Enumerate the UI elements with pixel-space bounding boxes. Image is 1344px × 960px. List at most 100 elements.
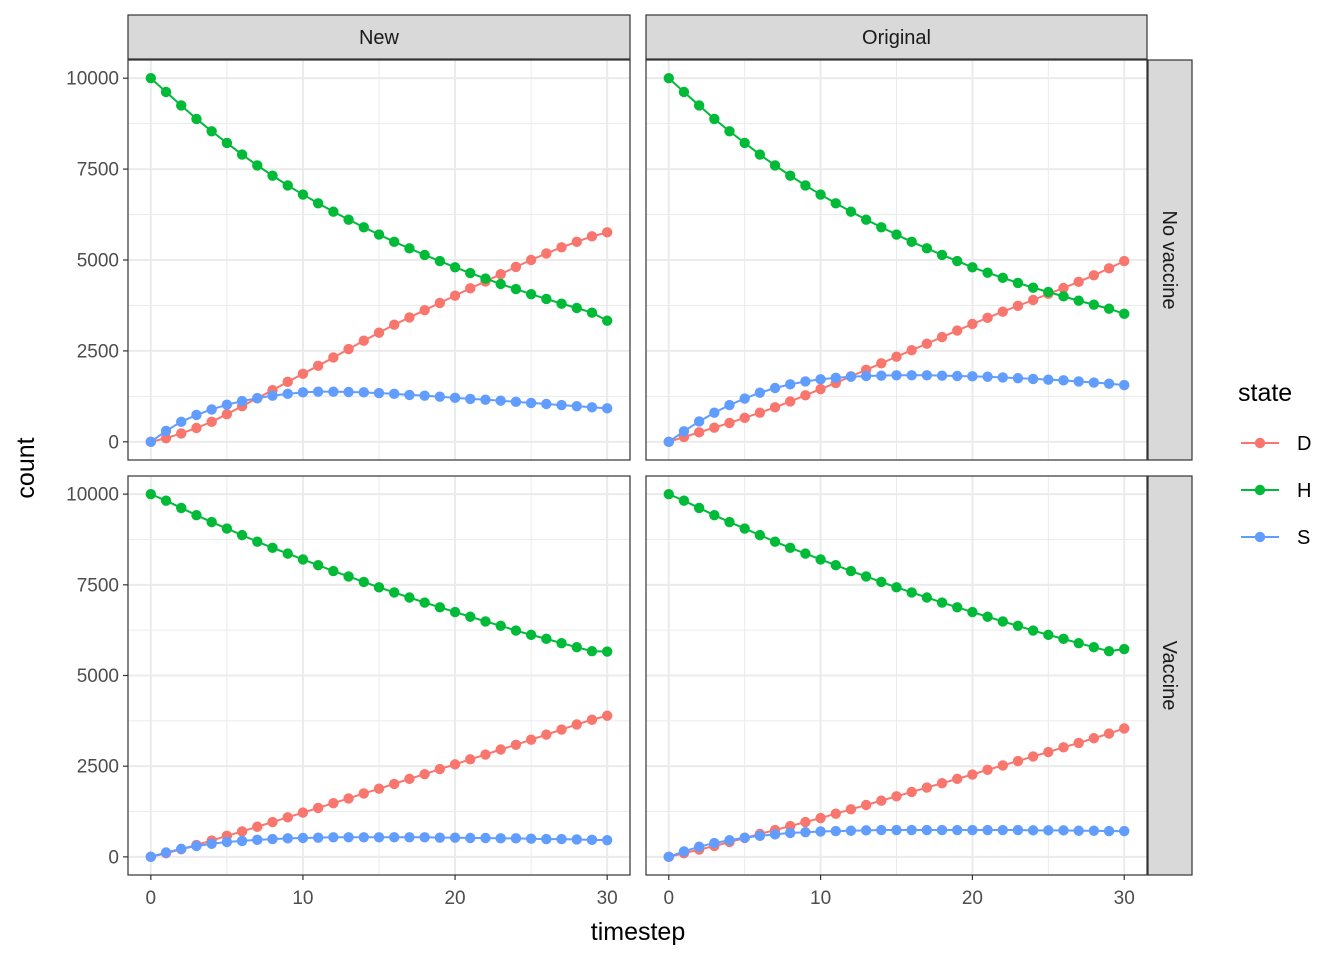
data-point-H [480, 273, 491, 284]
data-point-D [541, 248, 552, 259]
data-point-S [1119, 825, 1130, 837]
data-point-H [860, 571, 872, 582]
data-point-D [312, 802, 324, 814]
data-point-S [145, 851, 157, 863]
data-point-S [434, 391, 446, 402]
data-point-S [1119, 379, 1130, 391]
data-point-S [267, 833, 278, 845]
data-point-D [1103, 263, 1115, 274]
panel-new-no-vaccine [127, 59, 631, 461]
data-point-S [1027, 825, 1039, 836]
data-point-H [358, 222, 369, 233]
data-point-S [556, 833, 567, 845]
data-point-D [510, 739, 522, 750]
data-point-S [1043, 374, 1054, 385]
data-point-S [830, 372, 841, 384]
data-point-H [373, 229, 385, 240]
data-point-H [176, 100, 187, 111]
data-point-D [967, 769, 978, 780]
data-point-H [800, 180, 811, 191]
data-point-D [936, 778, 948, 789]
data-point-H [952, 255, 963, 267]
facet-column-label: Original [862, 27, 931, 49]
data-point-D [1073, 737, 1084, 749]
data-point-H [541, 293, 552, 305]
data-point-D [221, 408, 233, 420]
data-point-H [1119, 643, 1130, 655]
data-point-H [663, 72, 674, 84]
data-point-D [997, 306, 1008, 317]
data-point-S [724, 834, 735, 846]
data-point-D [525, 254, 537, 266]
data-point-D [297, 807, 309, 818]
data-point-S [571, 400, 582, 412]
data-point-H [800, 548, 811, 559]
data-point-S [191, 840, 202, 852]
data-point-S [160, 847, 172, 858]
data-point-H [1043, 286, 1054, 298]
data-point-H [678, 495, 690, 506]
data-point-H [571, 302, 582, 314]
data-point-S [343, 386, 354, 398]
data-point-S [921, 370, 933, 381]
data-point-D [906, 344, 917, 356]
data-point-D [465, 283, 476, 294]
data-point-D [586, 714, 598, 725]
data-point-H [754, 529, 766, 541]
data-point-S [860, 825, 872, 836]
data-point-H [404, 243, 415, 254]
legend-entry-D: D [1241, 433, 1311, 455]
data-point-D [860, 799, 872, 811]
data-point-H [769, 160, 781, 171]
data-point-H [678, 86, 690, 98]
data-point-S [465, 832, 476, 844]
data-point-D [601, 710, 613, 721]
data-point-D [358, 788, 369, 799]
data-point-S [693, 416, 705, 427]
data-point-H [876, 576, 887, 588]
panels-layer [127, 59, 1148, 876]
data-point-H [1103, 303, 1115, 314]
data-point-H [693, 100, 705, 111]
panel-original-no-vaccine [645, 59, 1148, 461]
data-point-H [267, 170, 278, 181]
data-point-D [525, 734, 537, 745]
legend-key-point [1254, 484, 1266, 496]
data-point-H [571, 642, 582, 653]
data-point-D [952, 773, 963, 785]
data-point-H [510, 625, 522, 636]
data-point-D [343, 343, 354, 355]
data-point-H [389, 236, 400, 248]
data-point-S [556, 399, 567, 411]
data-point-D [769, 402, 781, 413]
data-point-D [297, 368, 309, 380]
data-point-D [709, 422, 720, 433]
data-point-S [1012, 824, 1024, 836]
data-point-S [891, 370, 902, 381]
data-point-H [252, 536, 263, 547]
facet-strip-vaccine [1147, 475, 1193, 876]
data-point-S [373, 832, 385, 843]
data-point-H [556, 638, 567, 649]
data-point-H [982, 267, 993, 278]
data-point-D [571, 236, 582, 248]
data-point-H [891, 582, 902, 593]
x-axis-title: timestep [591, 918, 685, 946]
data-point-S [860, 370, 872, 382]
data-point-S [449, 392, 461, 404]
y-tick-label: 2500 [77, 341, 119, 362]
y-tick-label: 7500 [77, 160, 119, 181]
data-point-H [815, 189, 826, 200]
data-point-D [967, 318, 978, 330]
data-point-D [1027, 294, 1039, 306]
y-tick-label: 5000 [77, 666, 119, 687]
data-point-D [449, 759, 461, 770]
data-point-D [510, 261, 522, 273]
data-point-H [936, 597, 948, 608]
data-point-H [252, 160, 263, 171]
data-point-H [601, 315, 613, 326]
data-point-H [1088, 299, 1100, 310]
data-point-H [480, 616, 491, 627]
data-point-H [724, 126, 735, 137]
